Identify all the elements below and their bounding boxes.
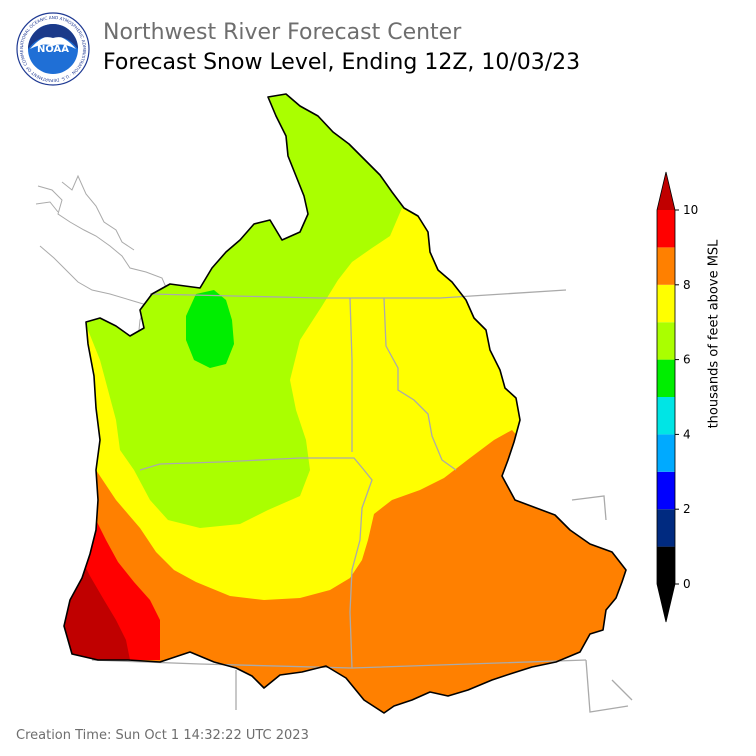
colorbar-bin-7: [657, 284, 675, 323]
colorbar-tick-label-1: 2: [683, 502, 691, 516]
colorbar-tick-label-5: 10: [683, 203, 698, 217]
colorbar-bin-1: [657, 509, 675, 547]
colorbar-tick-label-2: 4: [683, 427, 691, 441]
colorbar-bin-5: [657, 359, 675, 397]
colorbar-label: thousands of feet above MSL: [706, 239, 722, 429]
colorbar-under-triangle: [657, 584, 675, 622]
map-title: Forecast Snow Level, Ending 12Z, 10/03/2…: [103, 50, 581, 75]
logo-text: NOAA: [37, 44, 69, 55]
colorbar-tick-label-4: 8: [683, 278, 691, 292]
state-boundaries: [91, 289, 633, 713]
colorbar-bin-0: [657, 546, 675, 584]
colorbar-over-triangle: [657, 172, 675, 210]
basin-boundary: [63, 93, 627, 714]
colorbar-bin-3: [657, 434, 675, 472]
colorbar-bin-4: [657, 397, 675, 435]
colorbar-bin-6: [657, 322, 675, 360]
colorbar: 0 2 4 6 8 10: [656, 171, 698, 623]
colorbar-label-box: thousands of feet above MSL: [700, 240, 728, 429]
colorbar-tick-label-0: 0: [683, 577, 691, 591]
org-title: Northwest River Forecast Center: [103, 20, 462, 45]
zone-5-6: [186, 290, 234, 368]
colorbar-bin-8: [657, 247, 675, 285]
colorbar-bin-9: [657, 210, 675, 248]
creation-time: Creation Time: Sun Oct 1 14:32:22 UTC 20…: [16, 728, 309, 743]
noaa-logo: NATIONAL OCEANIC AND ATMOSPHERIC ADMINIS…: [16, 12, 90, 86]
colorbar-tick-label-3: 6: [683, 353, 691, 367]
colorbar-bin-2: [657, 471, 675, 510]
